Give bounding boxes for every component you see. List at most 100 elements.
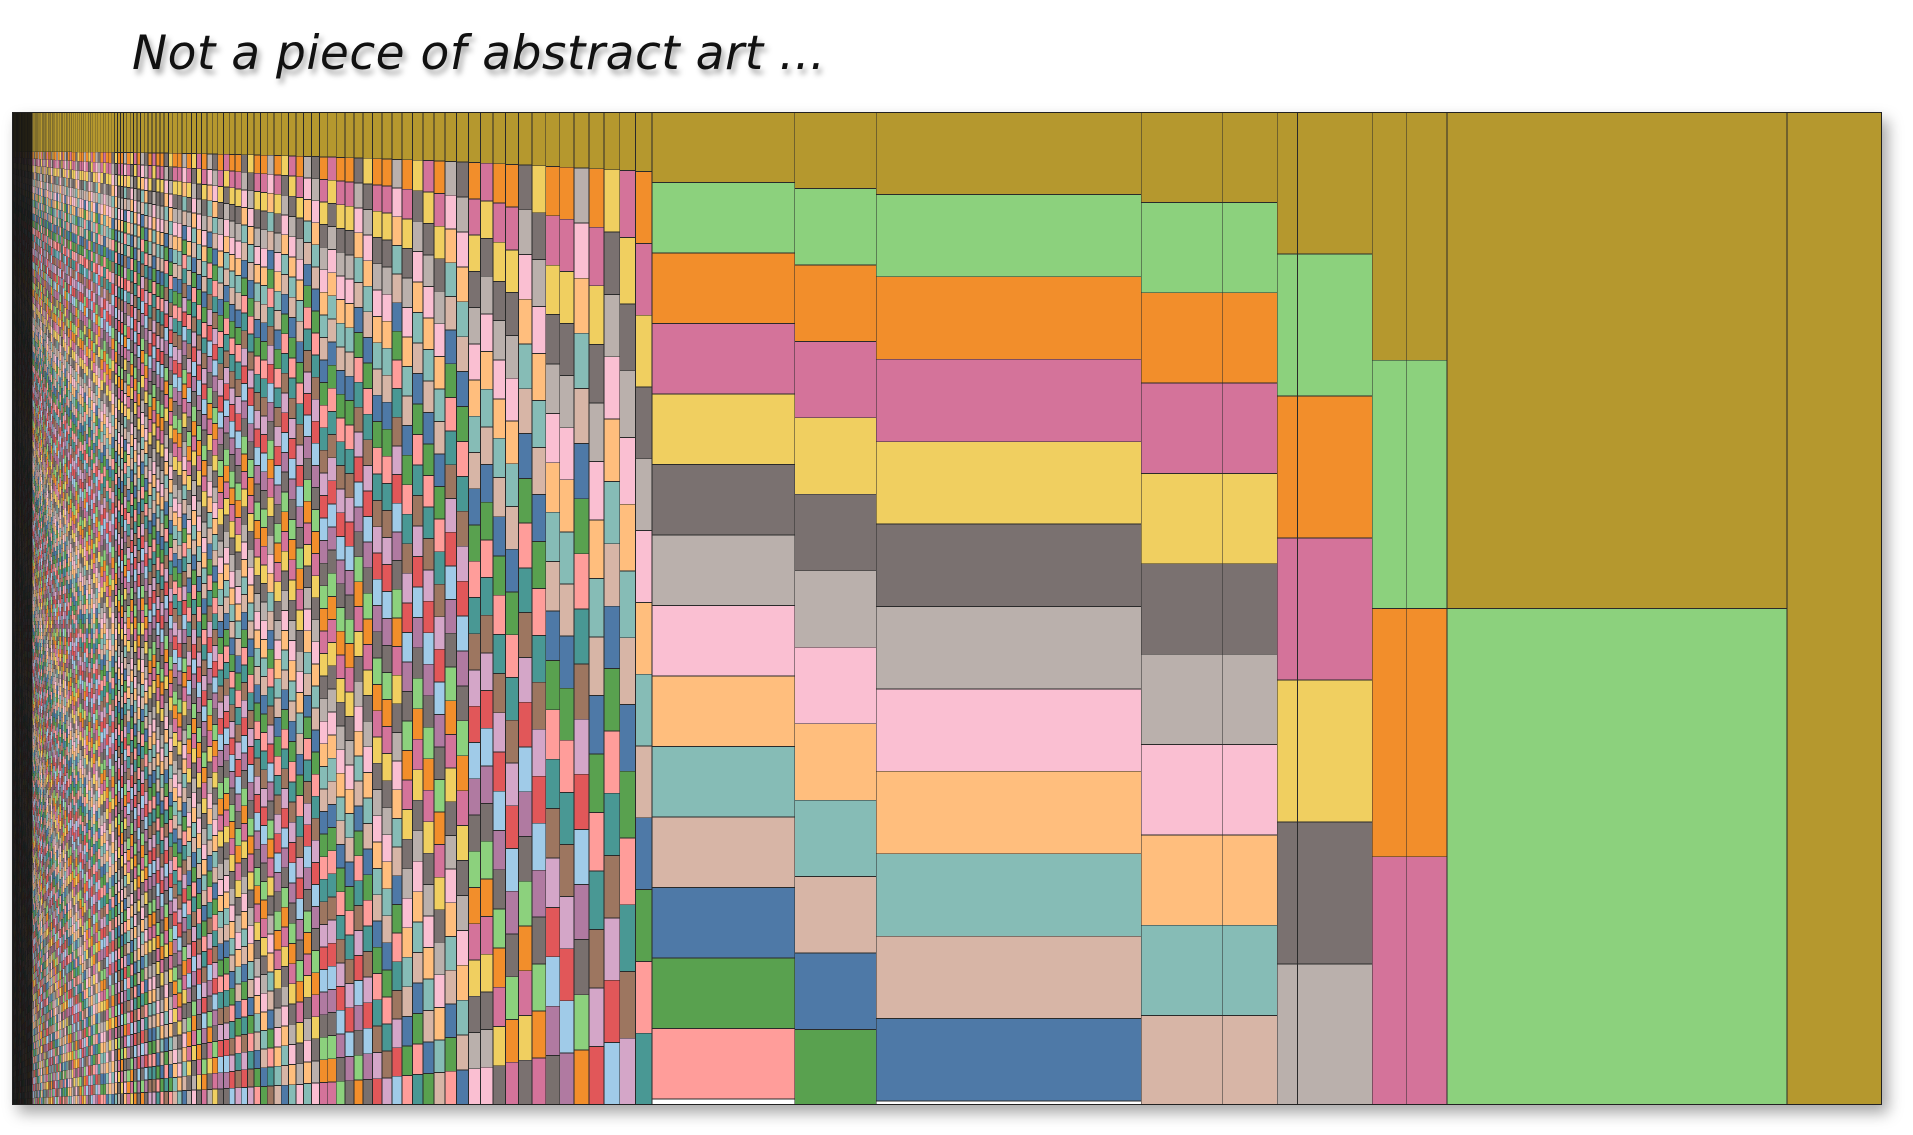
mosaic-cell xyxy=(260,955,268,976)
mosaic-cell xyxy=(303,953,312,977)
mosaic-cell xyxy=(129,551,134,565)
mosaic-cell xyxy=(77,235,80,245)
mosaic-cell xyxy=(143,503,149,517)
mosaic-cell xyxy=(303,889,312,912)
mosaic-cell xyxy=(75,527,78,538)
mosaic-cell xyxy=(335,1080,346,1105)
mosaic-cell xyxy=(391,445,403,476)
mosaic-cell xyxy=(247,477,255,496)
mosaic-cell xyxy=(120,446,125,460)
mosaic-cell xyxy=(140,758,145,772)
mosaic-cell xyxy=(140,931,145,945)
mosaic-cell xyxy=(147,152,153,166)
mosaic-cell xyxy=(116,1082,121,1095)
mosaic-cell xyxy=(247,925,255,945)
mosaic-cell xyxy=(102,225,106,237)
mosaic-cell xyxy=(401,513,413,545)
mosaic-cell xyxy=(444,1003,458,1039)
mosaic-cell xyxy=(228,237,236,255)
mosaic-cell xyxy=(411,921,424,954)
mosaic-cell xyxy=(105,236,109,248)
mosaic-cell xyxy=(108,1029,112,1041)
mosaic-cell xyxy=(116,992,121,1005)
mosaic-cell xyxy=(81,538,84,549)
mosaic-cell xyxy=(155,543,161,558)
mosaic-cell xyxy=(140,523,145,537)
mosaic-cell xyxy=(573,939,590,996)
mosaic-cell xyxy=(411,708,424,740)
mosaic-cell xyxy=(97,1033,101,1044)
mosaic-cell xyxy=(335,986,346,1011)
mosaic-cell xyxy=(492,163,506,204)
mosaic-cell xyxy=(85,745,89,756)
mosaic-cell xyxy=(111,546,115,558)
mosaic-cell xyxy=(126,221,131,235)
mosaic-cell xyxy=(75,252,78,263)
mosaic-cell xyxy=(319,427,329,451)
mosaic-cell xyxy=(240,277,248,296)
mosaic-cell xyxy=(155,400,161,415)
mosaic-cell xyxy=(635,889,653,962)
mosaic-cell xyxy=(81,840,84,851)
mosaic-cell xyxy=(85,190,89,201)
mosaic-cell xyxy=(168,696,174,712)
mosaic-cell xyxy=(172,428,178,444)
mosaic-cell xyxy=(81,453,84,464)
mosaic-cell xyxy=(411,769,424,801)
mosaic-cell xyxy=(129,975,134,988)
mosaic-cell xyxy=(288,276,297,298)
mosaic-cell xyxy=(88,888,91,899)
mosaic-cell xyxy=(186,1046,192,1062)
mosaic-cell xyxy=(83,305,87,316)
mosaic-cell xyxy=(266,1085,275,1105)
mosaic-cell xyxy=(181,398,188,414)
mosaic-cell xyxy=(295,877,305,900)
mosaic-cell xyxy=(105,437,109,449)
mosaic-cell xyxy=(196,198,203,215)
mosaic-cell xyxy=(280,1045,289,1066)
mosaic-cell xyxy=(140,708,145,723)
mosaic-cell xyxy=(95,1013,98,1025)
mosaic-cell xyxy=(280,966,289,987)
mosaic-cell xyxy=(228,337,236,355)
mosaic-cell xyxy=(79,170,82,181)
mosaic-cell xyxy=(81,765,84,775)
mosaic-cell xyxy=(191,718,197,734)
mosaic-cell xyxy=(217,524,224,542)
mosaic-cell xyxy=(240,435,248,455)
mosaic-cell xyxy=(422,569,435,602)
mosaic-cell xyxy=(456,301,469,338)
mosaic-cell xyxy=(273,600,282,621)
mosaic-cell xyxy=(186,460,192,476)
mosaic-cell xyxy=(113,218,118,231)
mosaic-cell xyxy=(191,1000,197,1017)
mosaic-cell xyxy=(211,581,219,599)
mosaic-cell xyxy=(97,305,101,317)
mosaic-cell xyxy=(85,910,89,921)
mosaic-cell xyxy=(222,596,230,614)
mosaic-cell xyxy=(126,907,131,920)
mosaic-cell xyxy=(111,732,115,744)
mosaic-cell xyxy=(433,1039,446,1073)
mosaic-cell xyxy=(234,499,242,518)
mosaic-cell xyxy=(603,112,621,171)
mosaic-cell xyxy=(372,1078,383,1105)
mosaic-cell xyxy=(240,171,248,191)
mosaic-cell xyxy=(201,613,208,630)
mosaic-cell xyxy=(97,797,101,809)
mosaic-cell xyxy=(100,172,104,184)
mosaic-cell xyxy=(151,551,157,566)
mosaic-cell xyxy=(95,334,98,345)
mosaic-cell xyxy=(444,498,458,533)
mosaic-cell xyxy=(126,361,131,374)
mosaic-cell xyxy=(311,398,320,422)
mosaic-cell xyxy=(211,153,219,171)
mosaic-cell xyxy=(140,634,145,648)
mosaic-cell xyxy=(126,268,131,281)
mosaic-cell xyxy=(75,1013,78,1023)
mosaic-cell xyxy=(147,1028,153,1042)
mosaic-cell xyxy=(75,1086,78,1096)
mosaic-cell xyxy=(111,152,115,164)
mosaic-cell xyxy=(88,387,91,398)
mosaic-cell xyxy=(545,215,561,266)
